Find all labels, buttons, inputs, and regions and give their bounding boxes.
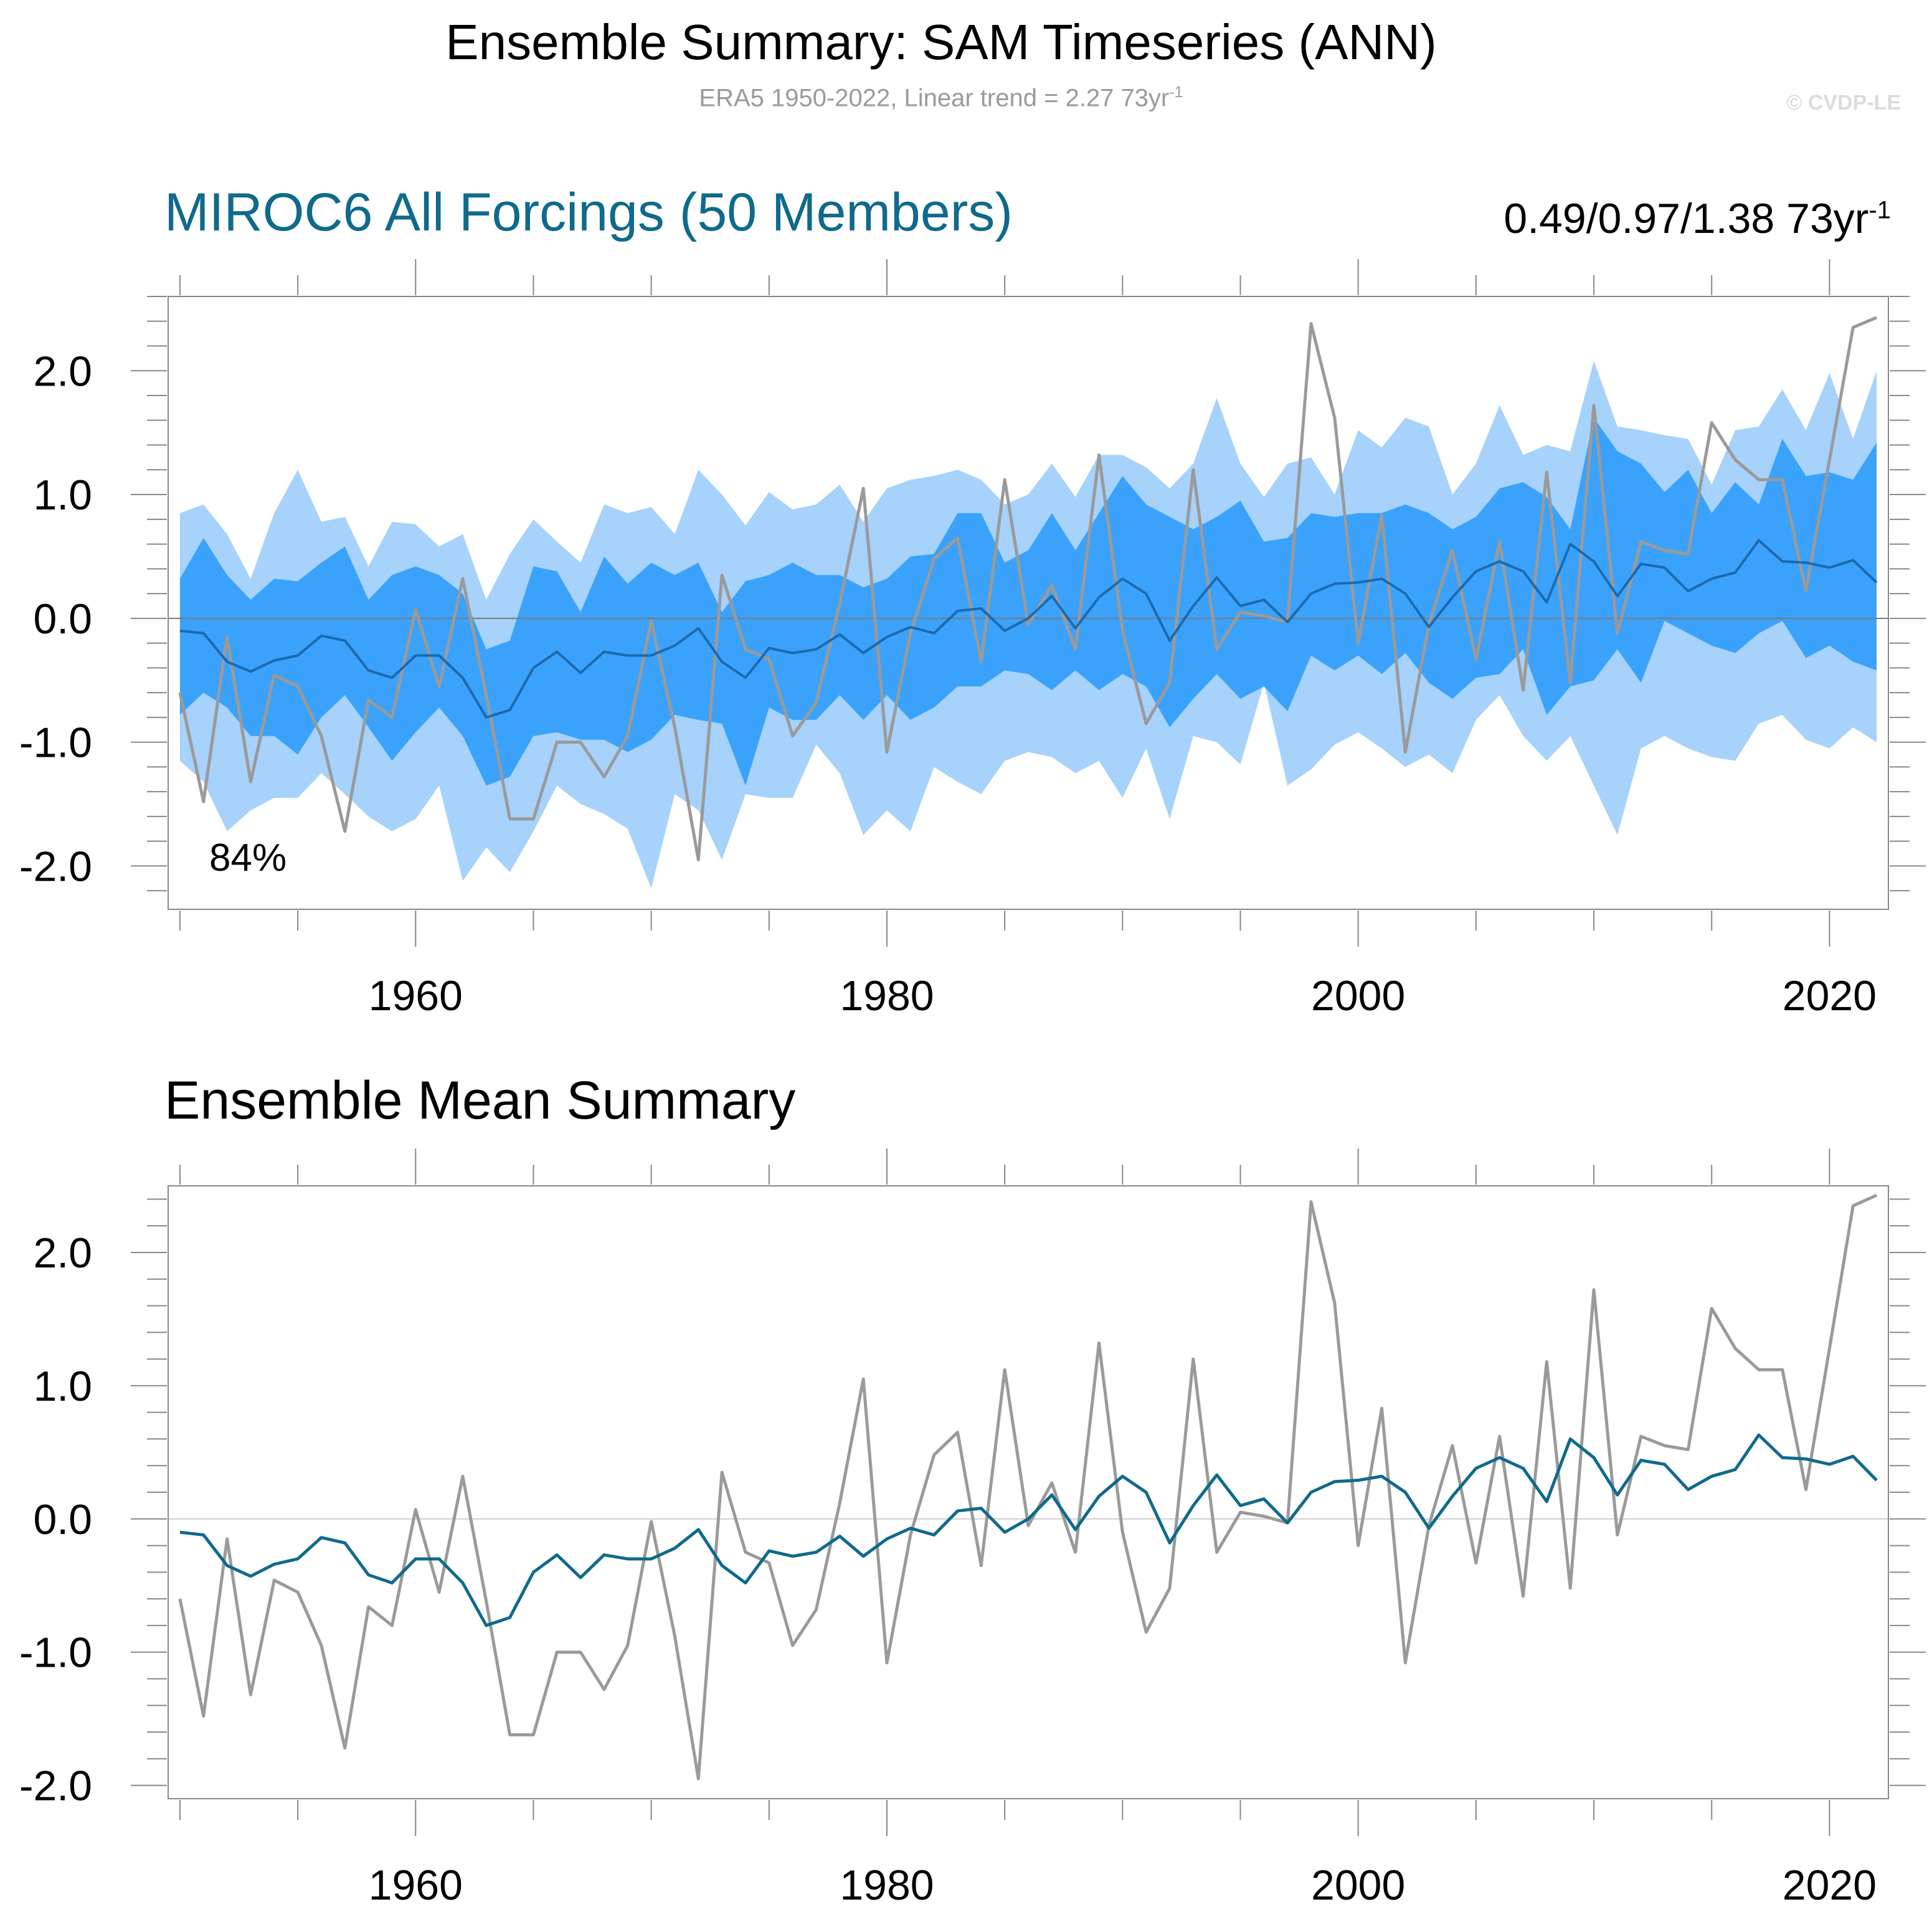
panel2-chart: 1960 1980 2000 2020 2.0 1.0 0.0 -1.0 -2.0 [19,1148,1926,1909]
panel1-xtick-label: 2020 [1783,972,1877,1020]
panel1-percent-label: 84% [209,836,286,879]
panel1-observations-line [178,316,1878,861]
panel2-xtick-label: 2000 [1311,1862,1405,1909]
panel1-ytick-label: 1.0 [33,471,92,519]
panel1-frame [168,296,1889,910]
panel2-frame [168,1185,1889,1799]
subtitle-exponent: -1 [1169,83,1183,101]
subtitle-text: ERA5 1950-2022, Linear trend = 2.27 73yr [699,84,1170,112]
panel1-inner-band [179,417,1877,786]
panel2-xtick-label: 1980 [840,1862,934,1909]
subtitle: ERA5 1950-2022, Linear trend = 2.27 73yr… [0,83,1907,112]
panel1-ensemble-mean-line [179,539,1878,719]
panel2-ytick-label: -1.0 [19,1629,92,1677]
panel2-ytick-label: 0.0 [33,1496,92,1543]
main-title: Ensemble Summary: SAM Timeseries (ANN) [445,14,1437,70]
panel2-ytick-label: 2.0 [33,1229,92,1277]
panel2-observations-line [178,1193,1878,1781]
panel1-trend-text: 0.49/0.97/1.38 73yr [1503,195,1869,242]
panel1-ytick-label: -2.0 [19,843,92,890]
panel1-ytick-label: 2.0 [33,348,92,395]
panel2-ytick-label: -2.0 [19,1763,92,1810]
panel2-title: Ensemble Mean Summary [164,1071,796,1130]
panel2-ytick-label: 1.0 [33,1363,92,1410]
copyright-label: © CVDP-LE [1786,91,1901,115]
panel1-xtick-label: 2000 [1311,972,1405,1020]
panel2-xtick-label: 2020 [1783,1862,1877,1909]
panel1-ytick-label: -1.0 [19,719,92,767]
panel2-xtick-label: 1960 [369,1862,463,1909]
panel1-trend-label: 0.49/0.97/1.38 73yr-1 [1503,194,1891,243]
panel1-chart: 1960 1980 2000 2020 2.0 1.0 0.0 -1.0 -2.0 84% [19,259,1926,1020]
panel1-ytick-label: 0.0 [33,595,92,643]
panel1-xtick-label: 1980 [840,972,934,1020]
panel1-title: MIROC6 All Forcings (50 Members) [164,182,1013,242]
panel1-xtick-label: 1960 [369,972,463,1020]
panel1-trend-exponent: -1 [1868,196,1891,224]
panel2-ensemble-mean-line [179,1433,1878,1627]
